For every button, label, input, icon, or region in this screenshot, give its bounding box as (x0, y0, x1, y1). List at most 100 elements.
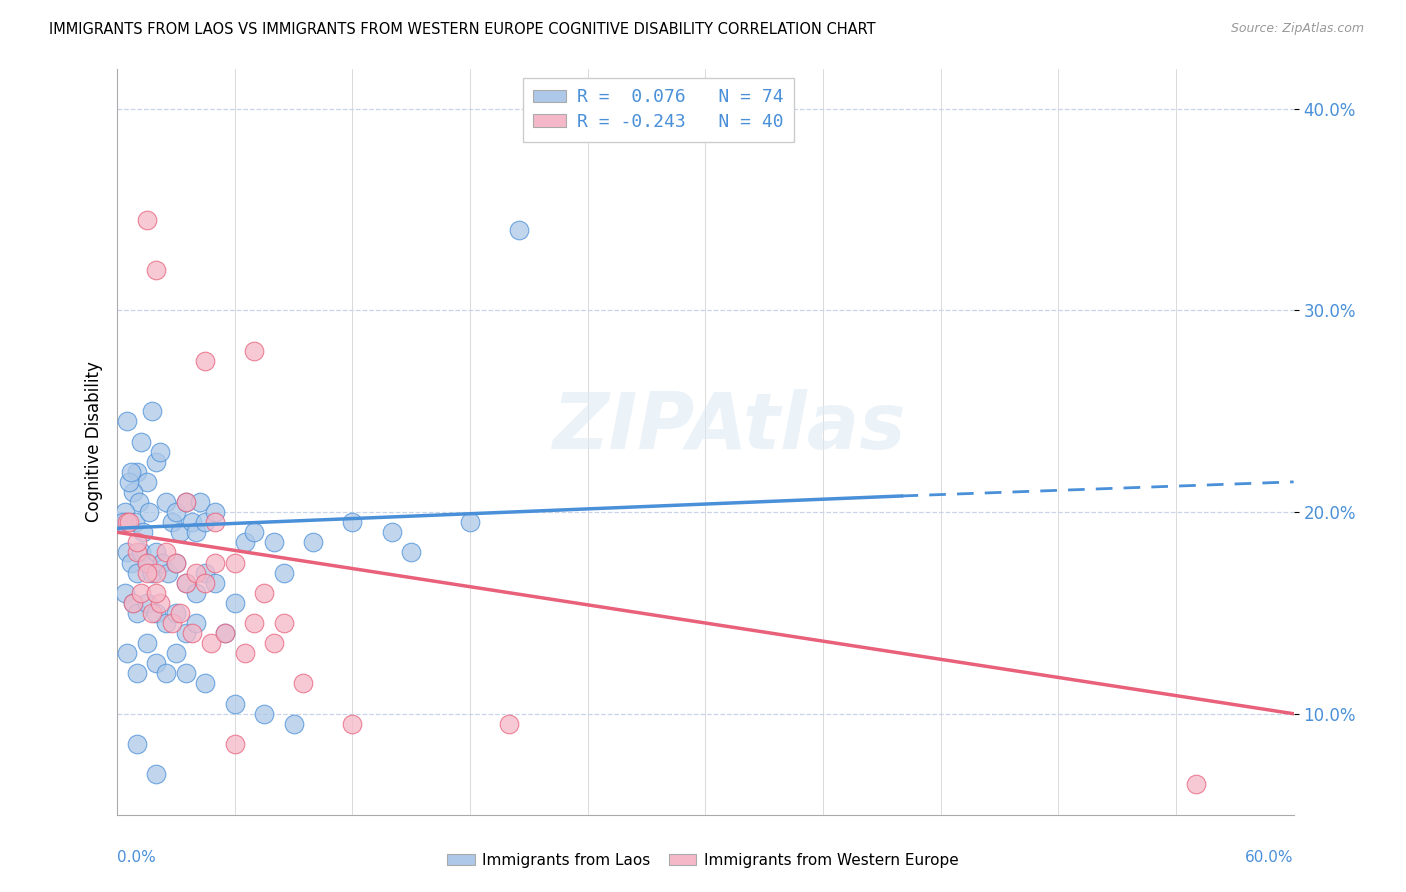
Point (135, 212, 157, 227)
Point (125, 545, 148, 559)
Text: Source: ZipAtlas.com: Source: ZipAtlas.com (1230, 22, 1364, 36)
Point (125, 465, 148, 479)
Point (174, 626, 197, 640)
Point (114, 505, 136, 519)
Point (129, 545, 152, 559)
Point (194, 676, 217, 690)
Point (1184, 777, 1206, 791)
Point (135, 556, 157, 570)
Point (155, 666, 177, 681)
Point (214, 626, 236, 640)
Point (243, 343, 266, 358)
Point (141, 404, 163, 418)
Point (149, 444, 172, 458)
Point (174, 666, 197, 681)
Point (243, 615, 266, 630)
Point (224, 556, 246, 570)
Point (141, 606, 163, 620)
Point (292, 676, 315, 690)
Point (174, 495, 197, 509)
Point (125, 606, 148, 620)
Point (145, 455, 167, 469)
Point (401, 545, 423, 559)
Text: ZIPAtlas: ZIPAtlas (553, 389, 905, 465)
Point (155, 615, 177, 630)
Point (184, 586, 207, 600)
Point (263, 535, 285, 549)
Point (115, 515, 138, 529)
Point (342, 515, 364, 529)
Point (165, 556, 187, 570)
Point (184, 525, 207, 540)
Point (118, 475, 141, 489)
Point (125, 666, 148, 681)
Point (188, 495, 211, 509)
Point (125, 566, 148, 580)
Point (169, 606, 191, 620)
Point (174, 575, 197, 590)
Point (145, 767, 167, 781)
Point (135, 636, 157, 650)
Point (184, 615, 207, 630)
Point (125, 737, 148, 751)
Point (224, 737, 246, 751)
Point (145, 586, 167, 600)
Point (135, 596, 157, 610)
Point (138, 505, 160, 519)
Point (204, 515, 226, 529)
Point (122, 596, 145, 610)
Point (160, 615, 183, 630)
Point (124, 515, 146, 529)
Point (253, 706, 276, 721)
Text: IMMIGRANTS FROM LAOS VS IMMIGRANTS FROM WESTERN EUROPE COGNITIVE DISABILITY CORR: IMMIGRANTS FROM LAOS VS IMMIGRANTS FROM … (49, 22, 876, 37)
Point (145, 566, 167, 580)
Point (145, 263, 167, 277)
Point (131, 525, 153, 540)
Point (342, 716, 364, 731)
Legend: R =  0.076   N = 74, R = -0.243   N = 40: R = 0.076 N = 74, R = -0.243 N = 40 (523, 78, 794, 142)
Point (122, 596, 145, 610)
Point (120, 465, 142, 479)
Text: 60.0%: 60.0% (1246, 850, 1294, 865)
Point (135, 566, 157, 580)
Legend: Immigrants from Laos, Immigrants from Western Europe: Immigrants from Laos, Immigrants from We… (441, 847, 965, 873)
Point (214, 626, 236, 640)
Point (128, 495, 150, 509)
Point (135, 475, 157, 489)
Point (129, 434, 152, 449)
Point (283, 716, 305, 731)
Point (273, 615, 295, 630)
Point (145, 606, 167, 620)
Point (169, 525, 191, 540)
Point (145, 545, 167, 559)
Point (204, 575, 226, 590)
Point (135, 556, 157, 570)
Point (150, 556, 173, 570)
Point (115, 545, 138, 559)
Point (263, 636, 285, 650)
Point (165, 606, 187, 620)
Point (155, 495, 177, 509)
Point (204, 505, 226, 519)
Point (200, 636, 222, 650)
Point (149, 596, 172, 610)
Point (165, 505, 187, 519)
Point (194, 515, 217, 529)
Point (141, 566, 163, 580)
Point (458, 515, 481, 529)
Point (129, 586, 152, 600)
Point (243, 525, 266, 540)
Point (180, 515, 202, 529)
Point (253, 586, 276, 600)
Point (155, 545, 177, 559)
Y-axis label: Cognitive Disability: Cognitive Disability (86, 361, 103, 522)
Point (498, 716, 520, 731)
Point (157, 566, 180, 580)
Point (194, 566, 217, 580)
Point (233, 535, 256, 549)
Point (194, 575, 217, 590)
Point (122, 485, 145, 500)
Point (115, 646, 138, 660)
Point (180, 626, 202, 640)
Point (302, 535, 325, 549)
